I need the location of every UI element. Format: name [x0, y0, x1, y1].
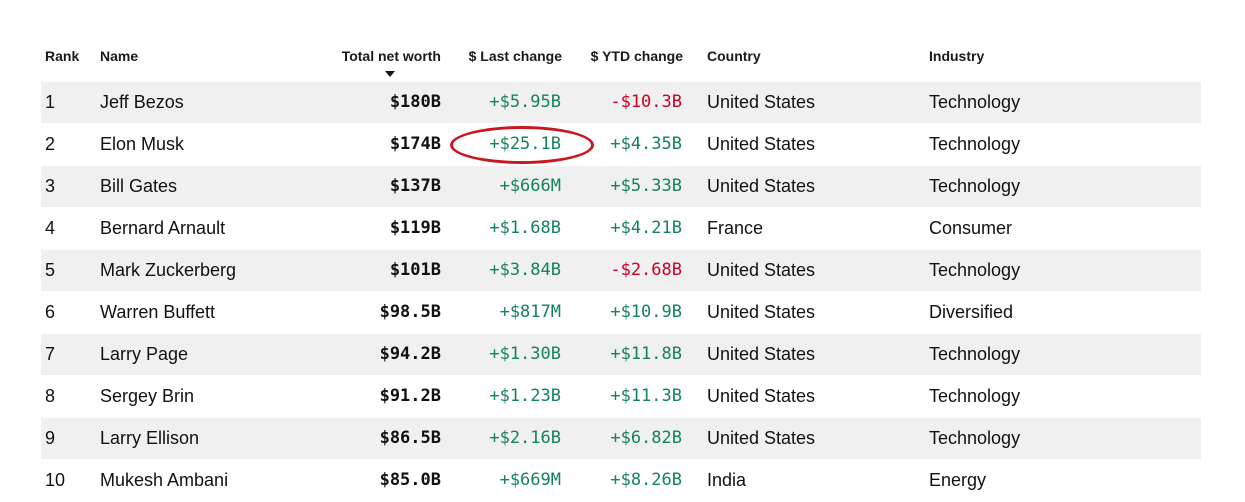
- table-row[interactable]: 8 Sergey Brin $91.2B +$1.23B +$11.3B United S…: [41, 376, 1201, 418]
- net-worth-cell: $86.5B: [379, 428, 441, 448]
- industry-cell: Technology: [929, 344, 1021, 364]
- last-change-cell: +$817M: [499, 302, 561, 322]
- name-cell: Warren Buffett: [100, 302, 216, 322]
- last-change-cell: +$25.1B: [489, 134, 561, 154]
- last-change-cell: +$5.95B: [489, 92, 561, 112]
- net-worth-cell: $98.5B: [379, 302, 441, 322]
- ytd-change-cell: -$2.68B: [610, 260, 682, 280]
- column-header-rank[interactable]: Rank: [45, 48, 80, 64]
- table-row[interactable]: 2 Elon Musk $174B +$25.1B +$4.35B United Stat…: [41, 124, 1201, 166]
- table-row[interactable]: 10 Mukesh Ambani $85.0B +$669M +$8.26B India E…: [41, 460, 1201, 502]
- name-cell: Larry Ellison: [100, 428, 200, 448]
- net-worth-cell: $119B: [389, 218, 441, 238]
- rank-cell: 9: [45, 428, 56, 448]
- country-cell: United States: [707, 260, 816, 280]
- column-header-ytd-change[interactable]: $ YTD change: [590, 48, 683, 64]
- country-cell: United States: [707, 92, 816, 112]
- rank-cell: 4: [45, 218, 56, 238]
- column-header-total-net-worth[interactable]: Total net worth: [341, 48, 441, 64]
- country-cell: United States: [707, 176, 816, 196]
- column-header-last-change[interactable]: $ Last change: [468, 48, 562, 64]
- name-cell: Mark Zuckerberg: [100, 260, 237, 280]
- ytd-change-cell: +$11.3B: [610, 386, 682, 406]
- net-worth-cell: $94.2B: [379, 344, 441, 364]
- industry-cell: Technology: [929, 92, 1021, 112]
- net-worth-cell: $174B: [389, 134, 441, 154]
- industry-cell: Energy: [929, 470, 987, 490]
- rank-cell: 10: [45, 470, 66, 490]
- rank-cell: 7: [45, 344, 56, 364]
- country-cell: France: [707, 218, 764, 238]
- industry-cell: Technology: [929, 134, 1021, 154]
- column-header-country[interactable]: Country: [707, 48, 761, 64]
- last-change-cell: +$1.23B: [489, 386, 561, 406]
- column-header-industry[interactable]: Industry: [929, 48, 985, 64]
- industry-cell: Technology: [929, 428, 1021, 448]
- sort-descending-icon[interactable]: [385, 71, 395, 77]
- table-row[interactable]: 3 Bill Gates $137B +$666M +$5.33B United Stat…: [41, 166, 1201, 208]
- country-cell: India: [707, 470, 747, 490]
- country-cell: United States: [707, 386, 816, 406]
- country-cell: United States: [707, 428, 816, 448]
- ytd-change-cell: +$4.21B: [610, 218, 682, 238]
- name-cell: Bernard Arnault: [100, 218, 226, 238]
- industry-cell: Technology: [929, 176, 1021, 196]
- net-worth-cell: $180B: [389, 92, 441, 112]
- ytd-change-cell: +$11.8B: [610, 344, 682, 364]
- last-change-cell: +$669M: [499, 470, 561, 490]
- rank-cell: 3: [45, 176, 56, 196]
- last-change-cell: +$3.84B: [489, 260, 561, 280]
- ytd-change-cell: +$8.26B: [610, 470, 682, 490]
- ytd-change-cell: +$6.82B: [610, 428, 682, 448]
- rank-cell: 5: [45, 260, 56, 280]
- ytd-change-cell: +$4.35B: [610, 134, 682, 154]
- name-cell: Mukesh Ambani: [100, 470, 229, 490]
- industry-cell: Consumer: [929, 218, 1013, 238]
- rank-cell: 6: [45, 302, 56, 322]
- country-cell: United States: [707, 134, 816, 154]
- industry-cell: Diversified: [929, 302, 1014, 322]
- column-header-name[interactable]: Name: [100, 48, 139, 64]
- last-change-cell: +$2.16B: [489, 428, 561, 448]
- table-row[interactable]: 5 Mark Zuckerberg $101B +$3.84B -$2.68B Unite…: [41, 250, 1201, 292]
- net-worth-cell: $137B: [389, 176, 441, 196]
- rank-cell: 8: [45, 386, 56, 406]
- table-body: 1 Jeff Bezos $180B +$5.95B -$10.3B United Sta…: [41, 82, 1201, 502]
- name-cell: Larry Page: [100, 344, 189, 364]
- ytd-change-cell: +$10.9B: [610, 302, 682, 322]
- industry-cell: Technology: [929, 386, 1021, 406]
- net-worth-cell: $101B: [389, 260, 441, 280]
- table-row[interactable]: 1 Jeff Bezos $180B +$5.95B -$10.3B United Sta…: [41, 82, 1201, 124]
- name-cell: Jeff Bezos: [100, 92, 184, 112]
- net-worth-cell: $91.2B: [379, 386, 441, 406]
- industry-cell: Technology: [929, 260, 1021, 280]
- rank-cell: 2: [45, 134, 56, 154]
- table-row[interactable]: 7 Larry Page $94.2B +$1.30B +$11.8B United St…: [41, 334, 1201, 376]
- table-header: Rank Name Total net worth $ Last change …: [41, 40, 1201, 82]
- last-change-cell: +$1.68B: [489, 218, 561, 238]
- table-row[interactable]: 9 Larry Ellison $86.5B +$2.16B +$6.82B United…: [41, 418, 1201, 460]
- name-cell: Bill Gates: [100, 176, 178, 196]
- name-cell: Elon Musk: [100, 134, 185, 154]
- ytd-change-cell: -$10.3B: [610, 92, 682, 112]
- country-cell: United States: [707, 344, 816, 364]
- name-cell: Sergey Brin: [100, 386, 195, 406]
- net-worth-cell: $85.0B: [379, 470, 441, 490]
- table-row[interactable]: 6 Warren Buffett $98.5B +$817M +$10.9B United…: [41, 292, 1201, 334]
- ytd-change-cell: +$5.33B: [610, 176, 682, 196]
- country-cell: United States: [707, 302, 816, 322]
- rank-cell: 1: [45, 92, 56, 112]
- last-change-cell: +$666M: [499, 176, 561, 196]
- table-row[interactable]: 4 Bernard Arnault $119B +$1.68B +$4.21B Franc…: [41, 208, 1201, 250]
- billionaires-table: Rank Name Total net worth $ Last change …: [41, 40, 1201, 502]
- last-change-cell: +$1.30B: [489, 344, 561, 364]
